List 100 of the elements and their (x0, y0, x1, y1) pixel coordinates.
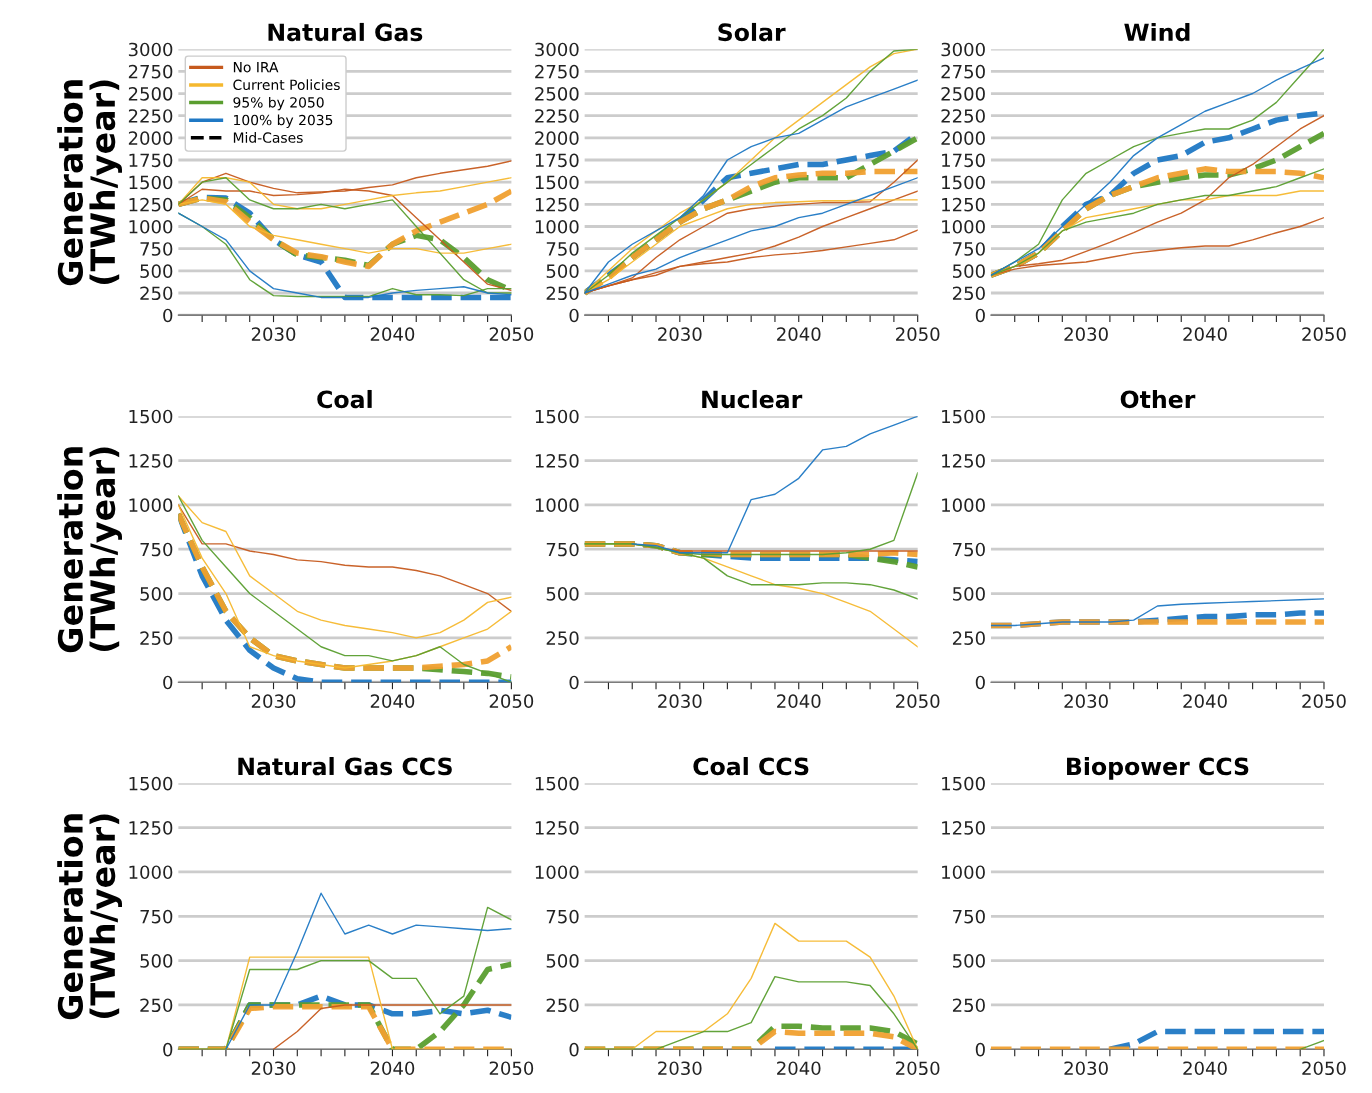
y-tick-label: 1500 (129, 175, 173, 190)
y-tick-label: 2000 (535, 131, 579, 145)
y-tick-label: 500 (546, 264, 579, 278)
y-tick-label: 1250 (129, 454, 173, 468)
y-tick-label: 1500 (942, 409, 985, 424)
y-axis-title: Generation (TWh/year) (57, 80, 122, 286)
x-tick-label: 2040 (777, 694, 821, 709)
x-tick-label: 2050 (1302, 694, 1346, 709)
y-tick-label: 1500 (942, 175, 985, 190)
x-tick-label: 2050 (1302, 1061, 1346, 1076)
x-tick-label: 2050 (1302, 327, 1346, 341)
x-tick-label: 2030 (658, 694, 702, 709)
y-tick-label: 500 (140, 587, 173, 601)
y-axis-title: Generation (TWh/year) (57, 447, 122, 653)
x-tick-label: 2050 (896, 327, 940, 341)
legend-label: Mid-Cases (233, 132, 303, 143)
y-tick-label: 250 (546, 631, 579, 646)
chart-title: Nuclear (702, 389, 803, 409)
x-tick-label: 2050 (489, 694, 534, 709)
y-tick-label: 0 (569, 308, 579, 323)
y-tick-label: 2500 (535, 86, 579, 101)
y-tick-label: 1750 (535, 153, 579, 168)
y-tick-label: 250 (546, 998, 579, 1013)
y-tick-label: 750 (140, 542, 173, 557)
y-tick-label: 250 (952, 998, 985, 1013)
y-tick-label: 2000 (941, 131, 985, 145)
y-tick-label: 3000 (535, 42, 579, 57)
y-tick-label: 750 (546, 542, 579, 557)
chart-title: Coal (317, 389, 372, 409)
chart-title: Natural Gas (268, 22, 423, 42)
y-tick-label: 1000 (535, 865, 579, 880)
y-tick-label: 250 (952, 631, 985, 646)
y-tick-label: 1250 (942, 454, 985, 468)
y-tick-label: 0 (163, 1042, 173, 1057)
x-tick-label: 2040 (370, 694, 415, 709)
y-tick-label: 750 (953, 909, 985, 924)
y-tick-label: 0 (975, 1042, 985, 1057)
y-tick-label: 500 (140, 954, 173, 968)
x-tick-label: 2050 (896, 1061, 940, 1076)
y-tick-label: 750 (546, 242, 579, 256)
y-tick-label: 0 (569, 675, 579, 690)
y-tick-label: 750 (140, 909, 173, 924)
x-tick-label: 2040 (1183, 327, 1227, 341)
y-tick-label: 2250 (941, 109, 985, 123)
x-tick-label: 2050 (489, 327, 534, 341)
x-tick-label: 2030 (658, 327, 702, 341)
y-tick-label: 1250 (942, 821, 985, 835)
x-tick-label: 2040 (777, 1061, 821, 1076)
x-tick-label: 2050 (489, 1061, 534, 1076)
y-tick-label: 1250 (942, 197, 985, 212)
y-tick-label: 1500 (535, 776, 579, 791)
y-tick-label: 1000 (129, 219, 173, 234)
y-tick-label: 0 (569, 1042, 579, 1057)
y-tick-label: 1250 (535, 197, 579, 212)
y-tick-label: 750 (953, 542, 985, 557)
y-tick-label: 2500 (128, 86, 173, 101)
x-tick-label: 2030 (251, 694, 296, 709)
y-tick-label: 2250 (128, 109, 173, 123)
y-tick-label: 1000 (942, 498, 985, 513)
y-tick-label: 1000 (535, 498, 579, 513)
y-tick-label: 2500 (941, 86, 985, 101)
chart-title: Coal CCS (693, 757, 809, 776)
x-tick-label: 2030 (658, 1061, 702, 1076)
y-tick-label: 750 (140, 242, 173, 256)
x-tick-label: 2040 (370, 1061, 415, 1076)
y-tick-label: 1500 (942, 776, 985, 791)
y-tick-label: 750 (953, 242, 985, 256)
y-axis-title: Generation (TWh/year) (57, 814, 122, 1020)
y-tick-label: 0 (975, 675, 985, 690)
y-tick-label: 500 (953, 954, 985, 968)
y-tick-label: 500 (546, 954, 579, 968)
legend-label: No IRA (233, 62, 279, 73)
y-tick-label: 500 (953, 587, 985, 601)
x-tick-label: 2030 (251, 1061, 296, 1076)
y-tick-label: 1750 (129, 153, 173, 168)
y-tick-label: 2000 (128, 131, 173, 145)
y-tick-label: 1250 (129, 197, 173, 212)
y-tick-label: 0 (163, 675, 173, 690)
chart-title: Solar (718, 22, 786, 42)
chart-title: Other (1120, 389, 1196, 409)
y-tick-label: 250 (140, 998, 173, 1013)
x-tick-label: 2040 (370, 327, 415, 341)
legend-label: 100% by 2035 (234, 114, 333, 128)
y-tick-label: 3000 (128, 42, 173, 57)
x-tick-label: 2030 (1064, 694, 1108, 709)
y-tick-label: 1500 (535, 175, 579, 190)
y-tick-label: 0 (975, 308, 985, 323)
x-tick-label: 2040 (777, 327, 821, 341)
y-tick-label: 1250 (535, 821, 579, 835)
y-tick-label: 1000 (129, 865, 173, 880)
chart-title: Biopower CCS (1067, 757, 1249, 780)
y-tick-label: 1750 (942, 153, 985, 168)
chart-title: Natural Gas CCS (238, 757, 452, 776)
y-tick-label: 2250 (535, 109, 579, 123)
y-tick-label: 1000 (129, 498, 173, 513)
legend-label: 95% by 2050 (233, 96, 324, 111)
legend-label: Current Policies (233, 79, 340, 91)
y-tick-label: 500 (546, 587, 579, 601)
y-tick-label: 250 (140, 631, 173, 646)
y-tick-label: 2750 (128, 64, 173, 79)
